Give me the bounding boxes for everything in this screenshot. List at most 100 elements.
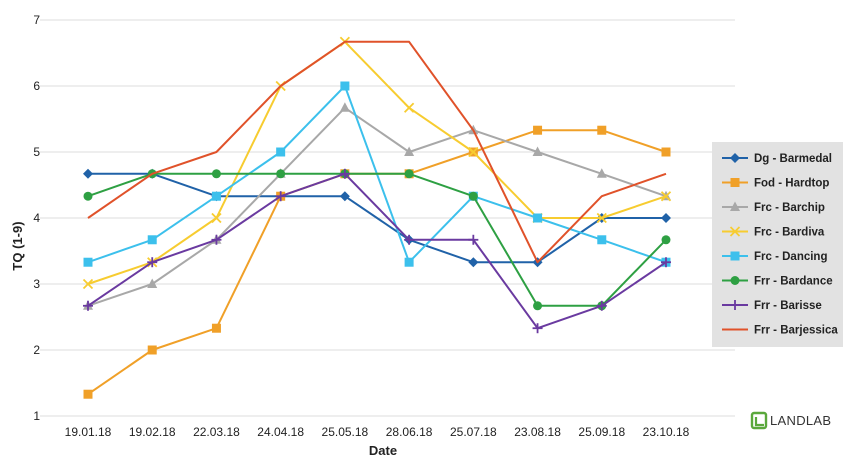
- data-point: [730, 178, 740, 187]
- legend-item: Frc - Barchip: [722, 201, 825, 214]
- x-tick-label: 23.08.18: [514, 425, 561, 439]
- data-point: [596, 168, 607, 178]
- data-point: [729, 226, 741, 237]
- data-point: [83, 300, 93, 311]
- legend-item: Frr - Barisse: [722, 300, 822, 312]
- data-point: [730, 276, 740, 285]
- data-point: [532, 146, 543, 156]
- legend-label: Fod - Hardtop: [754, 178, 829, 190]
- x-tick-label: 25.07.18: [450, 425, 497, 439]
- data-point: [661, 235, 671, 245]
- data-point: [468, 257, 479, 268]
- data-point: [730, 251, 740, 261]
- landlab-logo-icon: [750, 411, 768, 430]
- data-point: [340, 81, 350, 91]
- series-line: [87, 40, 667, 285]
- data-point: [83, 257, 93, 267]
- x-tick-label: 22.03.18: [193, 425, 240, 439]
- data-point: [597, 125, 607, 135]
- series-frr-bardance: [83, 169, 671, 311]
- legend-item: Dg - Barmedal: [722, 153, 832, 165]
- x-tick-label: 28.06.18: [386, 425, 433, 439]
- data-point: [730, 201, 740, 211]
- data-point: [147, 345, 157, 355]
- series-line: [87, 40, 667, 264]
- data-point: [660, 191, 672, 202]
- data-point: [147, 235, 157, 245]
- series-line: [87, 172, 667, 330]
- data-point: [533, 125, 543, 135]
- x-tick-label: 24.04.18: [257, 425, 304, 439]
- data-point: [661, 213, 671, 223]
- y-tick-label: 4: [33, 211, 40, 225]
- data-point: [661, 147, 671, 157]
- data-point: [533, 301, 543, 311]
- series-frc-bardiva: [82, 36, 672, 290]
- data-point: [730, 300, 740, 310]
- legend-box: [712, 142, 843, 347]
- data-point: [661, 257, 671, 268]
- series-line: [87, 129, 667, 396]
- data-point: [275, 191, 286, 202]
- data-point: [596, 300, 607, 311]
- legend-item: Frr - Barjessica: [722, 325, 838, 337]
- legend-label: Frc - Dancing: [754, 251, 827, 263]
- series-line: [87, 172, 667, 307]
- y-tick-label: 5: [33, 145, 40, 159]
- series-line: [87, 106, 667, 307]
- data-point: [211, 323, 221, 333]
- data-point: [533, 213, 543, 223]
- data-point: [532, 323, 543, 334]
- y-tick-label: 3: [33, 277, 40, 291]
- data-point: [276, 169, 286, 179]
- data-point: [403, 102, 415, 113]
- data-point: [404, 234, 415, 245]
- x-tick-label: 19.01.18: [65, 425, 112, 439]
- data-point: [339, 191, 350, 202]
- y-axis-ticks: 1 2 3 4 5 6 7: [33, 13, 40, 423]
- legend-item: Fod - Hardtop: [722, 178, 829, 190]
- data-point: [404, 169, 414, 179]
- data-point: [339, 102, 350, 112]
- data-point: [211, 212, 222, 224]
- x-tick-label: 25.09.18: [578, 425, 625, 439]
- legend-label: Frc - Bardiva: [754, 227, 825, 239]
- data-point: [147, 257, 158, 268]
- legend: Dg - Barmedal Fod - Hardtop Frc - Barchip F…: [712, 142, 843, 347]
- legend-item: Frc - Dancing: [722, 251, 827, 263]
- data-point: [83, 389, 93, 399]
- data-point: [276, 147, 286, 157]
- y-tick-label: 2: [33, 343, 40, 357]
- x-axis-ticks: 19.01.18 19.02.18 22.03.18 24.04.18 25.05.18…: [65, 425, 690, 439]
- x-axis-title: Date: [369, 443, 397, 458]
- series-line: [88, 172, 666, 264]
- data-point: [211, 191, 221, 201]
- legend-item: Frc - Bardiva: [722, 226, 825, 239]
- y-axis-title: TQ (1-9): [10, 221, 25, 270]
- data-point: [211, 169, 221, 179]
- data-point: [211, 234, 222, 245]
- data-point: [83, 191, 93, 201]
- data-point: [597, 235, 607, 245]
- y-tick-label: 1: [33, 409, 40, 423]
- landlab-logo: LANDLAB: [750, 411, 831, 430]
- data-point: [83, 168, 93, 179]
- data-point: [147, 278, 158, 288]
- series-lines: [82, 36, 672, 399]
- x-tick-label: 23.10.18: [643, 425, 690, 439]
- legend-label: Frr - Barisse: [754, 300, 822, 312]
- legend-item: Frr - Bardance: [722, 276, 833, 288]
- data-point: [468, 146, 479, 158]
- data-point: [404, 257, 414, 267]
- legend-label: Frc - Barchip: [754, 202, 825, 214]
- y-tick-label: 6: [33, 79, 40, 93]
- data-point: [468, 234, 479, 245]
- data-point: [468, 191, 478, 201]
- legend-label: Frr - Barjessica: [754, 325, 838, 337]
- data-point: [82, 278, 94, 290]
- data-point: [730, 153, 740, 163]
- legend-label: Dg - Barmedal: [754, 153, 832, 165]
- y-tick-label: 7: [33, 13, 40, 27]
- data-point: [404, 146, 415, 156]
- data-point: [596, 212, 607, 224]
